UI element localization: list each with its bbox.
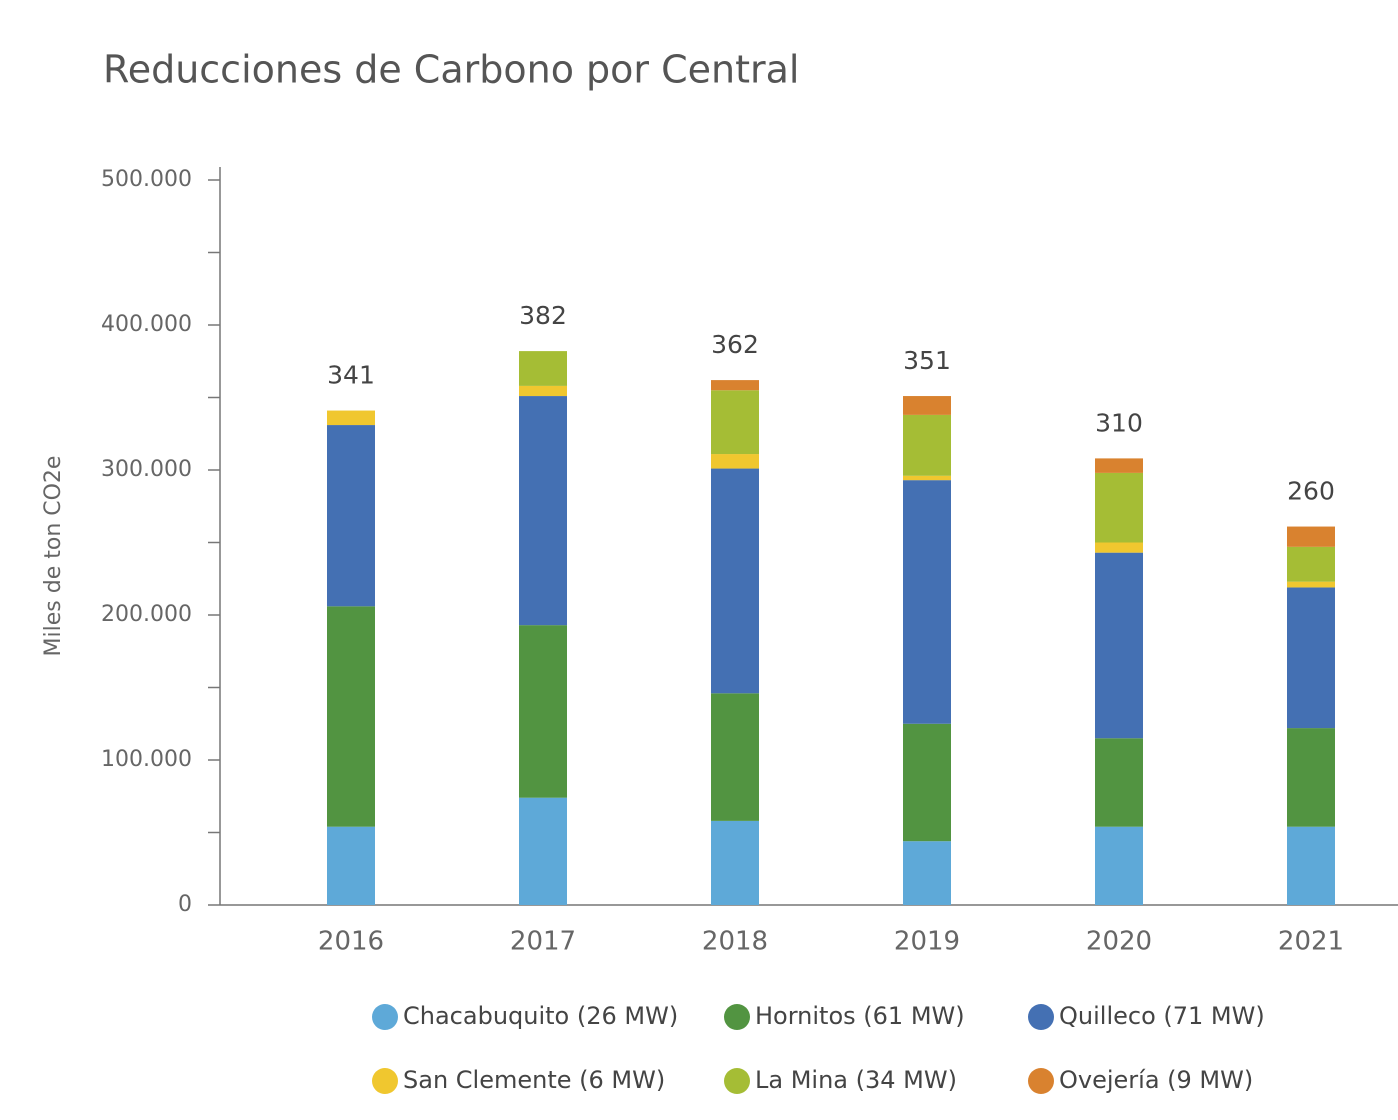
bar-segment: [711, 468, 759, 694]
total-label: 310: [1095, 408, 1143, 437]
bar-segment: [519, 351, 567, 386]
bar-segment: [711, 454, 759, 469]
bar-segment: [327, 606, 375, 827]
y-tick-label: 400.000: [101, 312, 192, 337]
bar-segment: [903, 396, 951, 415]
legend-swatch: [1028, 1068, 1054, 1094]
bar-segment: [1095, 552, 1143, 739]
bar-segment: [1287, 587, 1335, 729]
bar-segment: [1287, 581, 1335, 588]
x-tick-label: 2019: [894, 927, 960, 957]
legend-label: Chacabuquito (26 MW): [403, 1002, 678, 1030]
total-label: 351: [903, 346, 951, 375]
x-tick-label: 2016: [318, 927, 384, 957]
legend-label: Hornitos (61 MW): [755, 1002, 965, 1030]
chart-title: Reducciones de Carbono por Central: [103, 48, 799, 92]
bar-segment: [327, 410, 375, 426]
bar-segment: [1095, 472, 1143, 543]
bar-segment: [903, 841, 951, 905]
legend-swatch: [724, 1068, 750, 1094]
x-tick-label: 2021: [1278, 927, 1344, 957]
legend-label: Ovejería (9 MW): [1059, 1066, 1253, 1094]
bar-segment: [711, 693, 759, 821]
bar-segment: [1287, 546, 1335, 582]
legend-swatch: [372, 1068, 398, 1094]
bar-segment: [519, 385, 567, 397]
bar-segment: [903, 414, 951, 476]
bar-segment: [903, 480, 951, 724]
bar-segment: [711, 380, 759, 391]
x-tick-label: 2020: [1086, 927, 1152, 957]
legend-swatch: [372, 1004, 398, 1030]
bar-segment: [327, 826, 375, 905]
bar-segment: [519, 797, 567, 905]
y-tick-label: 200.000: [101, 602, 192, 627]
legend-label: Quilleco (71 MW): [1059, 1002, 1265, 1030]
x-tick-label: 2017: [510, 927, 576, 957]
total-label: 362: [711, 330, 759, 359]
y-tick-label: 500.000: [101, 167, 192, 192]
x-tick-label: 2018: [702, 927, 768, 957]
bar-segment: [711, 390, 759, 455]
y-tick-label: 300.000: [101, 457, 192, 482]
legend-label: La Mina (34 MW): [755, 1066, 957, 1094]
total-label: 260: [1287, 477, 1335, 506]
bar-segment: [519, 396, 567, 626]
bar-segment: [903, 723, 951, 842]
bar-segment: [1095, 542, 1143, 553]
bar-segment: [1287, 826, 1335, 905]
bar-segment: [1095, 826, 1143, 905]
bar-segment: [903, 475, 951, 481]
legend-swatch: [1028, 1004, 1054, 1030]
total-label: 341: [327, 361, 375, 390]
bar-segment: [1287, 728, 1335, 827]
legend-label: San Clemente (6 MW): [403, 1066, 665, 1094]
bar-segment: [1095, 458, 1143, 473]
bar-segment: [1287, 526, 1335, 547]
y-tick-label: 0: [178, 892, 192, 917]
bar-segment: [1095, 738, 1143, 827]
legend-swatch: [724, 1004, 750, 1030]
y-tick-label: 100.000: [101, 747, 192, 772]
y-axis-label: Miles de ton CO2e: [41, 456, 66, 657]
total-label: 382: [519, 301, 567, 330]
bar-segment: [519, 625, 567, 798]
bar-segment: [711, 820, 759, 905]
bar-segment: [327, 425, 375, 607]
